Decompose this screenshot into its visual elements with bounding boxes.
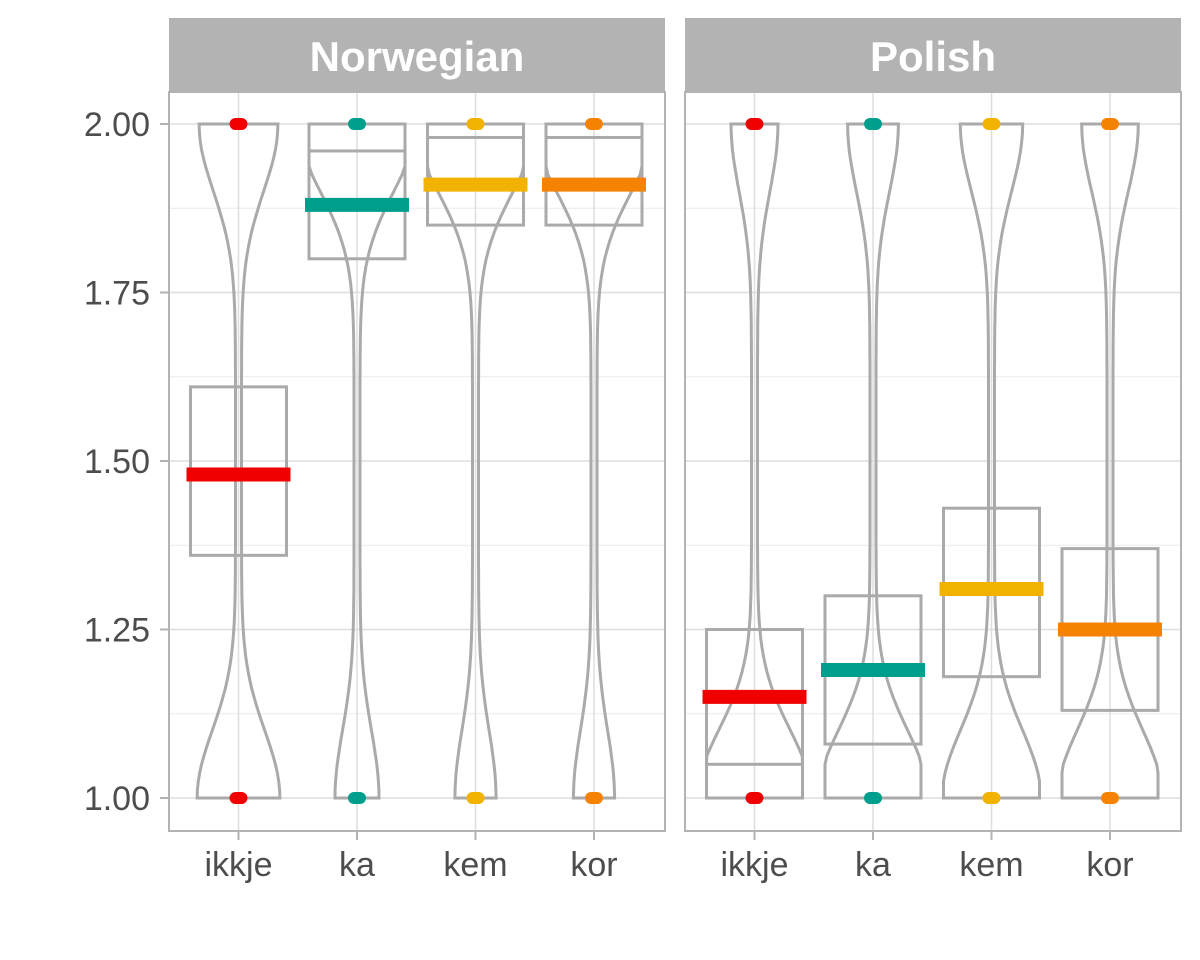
panel-strip xyxy=(169,18,665,92)
norwegian-kem-violin xyxy=(426,122,525,800)
polish-kor-min-point xyxy=(1101,792,1119,804)
y-tick-label: 1.00 xyxy=(84,780,150,818)
x-tick-label: ka xyxy=(339,846,375,884)
norwegian-ka-min-point xyxy=(348,792,366,804)
x-tick-label: ikkje xyxy=(720,846,788,884)
norwegian-ka-max-point xyxy=(348,118,366,130)
panel-title: Polish xyxy=(870,33,996,80)
x-tick-label: kor xyxy=(1086,846,1133,884)
x-tick-label: ikkje xyxy=(204,846,272,884)
norwegian-kem-max-point xyxy=(466,118,485,130)
polish-kor-violin xyxy=(1060,122,1160,800)
polish-ka-violin xyxy=(823,122,923,800)
polish-kem-max-point xyxy=(982,118,1001,130)
polish-kem-min-point xyxy=(982,792,1001,804)
norwegian-ka-violin xyxy=(307,122,407,800)
polish-kor-max-point xyxy=(1101,118,1119,130)
y-tick-label: 2.00 xyxy=(84,106,150,144)
polish-ka-min-point xyxy=(864,792,882,804)
norwegian-ikkje-violin xyxy=(195,122,282,800)
panel-norwegian: Norwegian ikkje ka kem kor xyxy=(168,18,666,884)
panel-polish: Polish ikkje ka kem kor xyxy=(684,18,1182,884)
norwegian-ikkje-max-point xyxy=(229,118,248,130)
norwegian-kem-min-point xyxy=(466,792,485,804)
x-tick-label: kor xyxy=(570,846,617,884)
norwegian-ikkje-min-point xyxy=(229,792,248,804)
x-tick-label: kem xyxy=(959,846,1023,884)
y-tick-label: 1.25 xyxy=(84,612,150,650)
norwegian-kor-max-point xyxy=(585,118,603,130)
y-tick-label: 1.75 xyxy=(84,275,150,313)
polish-ka-max-point xyxy=(864,118,882,130)
polish-kem-violin xyxy=(942,122,1041,800)
x-tick-label: kem xyxy=(443,846,507,884)
y-axis: 1.00 1.25 1.50 1.75 2.00 xyxy=(84,106,169,818)
y-tick-label: 1.50 xyxy=(84,443,150,481)
norwegian-kor-min-point xyxy=(585,792,603,804)
norwegian-kor-violin xyxy=(544,122,644,800)
polish-ikkje-min-point xyxy=(745,792,764,804)
panel-strip xyxy=(685,18,1181,92)
panel-title: Norwegian xyxy=(310,33,525,80)
x-tick-label: ka xyxy=(855,846,891,884)
polish-ikkje-max-point xyxy=(745,118,764,130)
polish-ikkje-violin xyxy=(705,122,804,800)
